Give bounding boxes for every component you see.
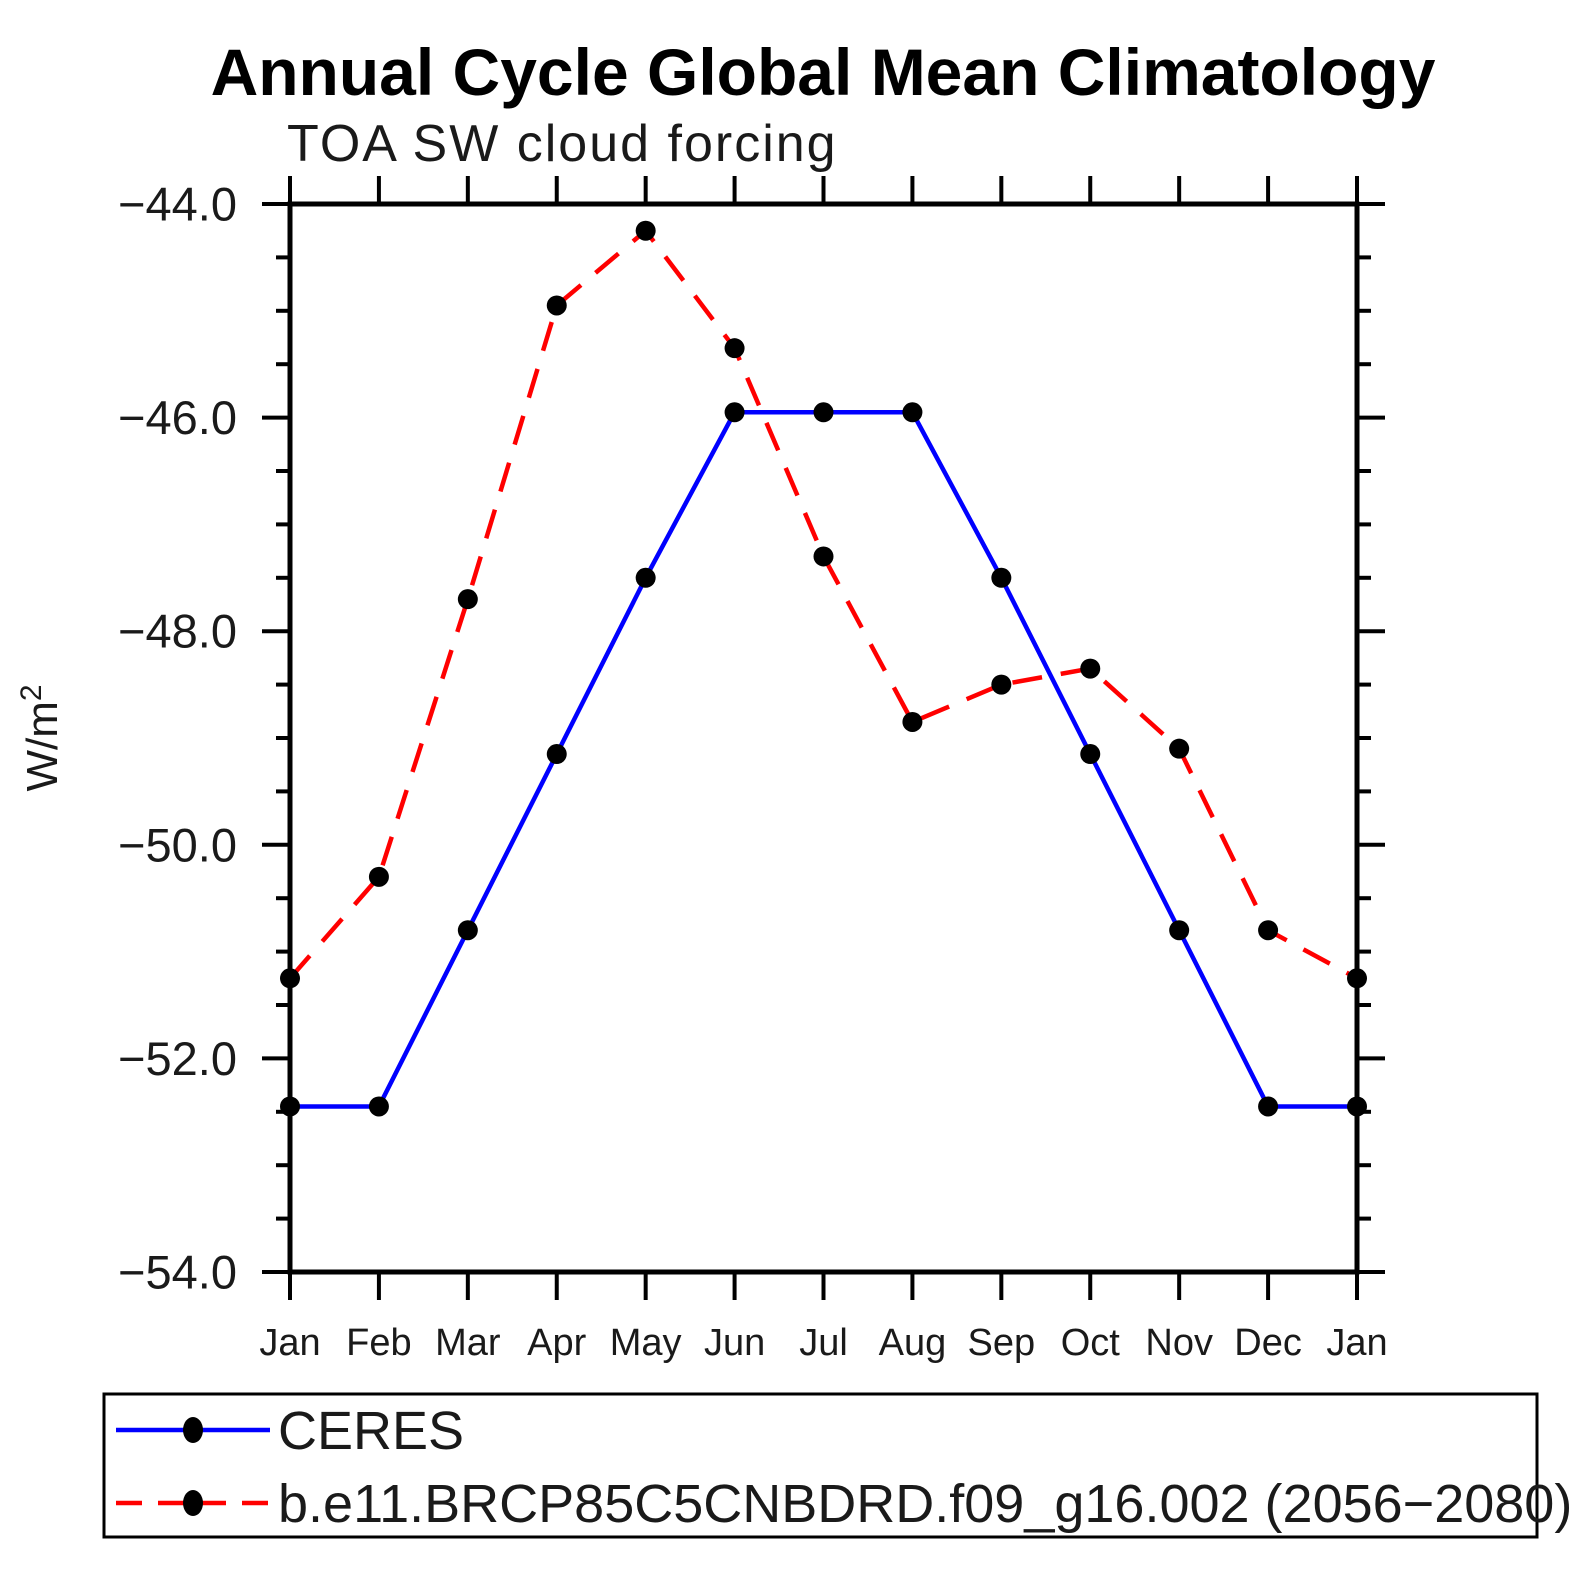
- legend-label-ceres: CERES: [278, 1401, 464, 1461]
- plot-frame: [287, 201, 1360, 1275]
- ceres-line: [290, 410, 1357, 1109]
- y-axis-title-superscript: 2: [15, 684, 48, 701]
- x-axis-month-label: Sep: [968, 1322, 1036, 1364]
- model-line: [288, 227, 1359, 981]
- y-axis-tick-label: −54.0: [118, 1245, 237, 1298]
- model-marker-jun-5: [724, 338, 745, 359]
- x-axis-month-label: Jul: [799, 1322, 848, 1364]
- x-axis-month-label: Jan: [259, 1322, 320, 1364]
- ceres-marker-mar-2: [457, 920, 478, 941]
- y-axis-title-base: W/m: [18, 701, 67, 791]
- model-marker-aug-7: [902, 711, 923, 732]
- model-marker-nov-10: [1169, 738, 1190, 759]
- y-axis-title: W/m2: [15, 684, 67, 791]
- ceres-marker-nov-10: [1169, 920, 1190, 941]
- y-axis-tick-label: −48.0: [118, 605, 237, 658]
- model-marker-feb-1: [368, 866, 389, 887]
- legend-label-model: b.e11.BRCP85C5CNBDRD.f09_g16.002 (2056−2…: [278, 1474, 1572, 1534]
- ceres-marker-jun-5: [724, 402, 745, 423]
- model-marker-jan-0: [280, 968, 300, 989]
- x-axis-month-label: Apr: [527, 1322, 586, 1364]
- y-axis-tick-label: −44.0: [118, 177, 237, 230]
- x-axis-month-label: Jan: [1326, 1322, 1387, 1364]
- model-marker-mar-2: [457, 589, 478, 610]
- ceres-marker-sep-8: [991, 567, 1012, 588]
- ceres-marker-aug-7: [902, 402, 923, 423]
- model-marker-dec-11: [1258, 920, 1279, 941]
- x-axis-month-label: Jun: [704, 1322, 765, 1364]
- ceres-marker-feb-1: [368, 1096, 389, 1117]
- plot-area: −44.0 −46.0 −48.0 −50.0 −52.0 −54.0 Jan Feb Mar A…: [118, 176, 1388, 1364]
- x-axis-month-label: Dec: [1234, 1322, 1302, 1364]
- legend-marker-ceres: [183, 1417, 203, 1443]
- ceres-marker-apr-3: [546, 744, 567, 765]
- x-axis-month-label: Nov: [1145, 1322, 1213, 1364]
- model-marker-jan-12: [1347, 968, 1367, 989]
- model-marker-oct-9: [1080, 658, 1101, 679]
- model-marker-sep-8: [991, 674, 1012, 695]
- ceres-marker-oct-9: [1080, 744, 1101, 765]
- x-axis-month-label: Feb: [346, 1322, 411, 1364]
- y-axis-tick-label: −50.0: [118, 818, 237, 871]
- x-axis-month-label: Oct: [1061, 1322, 1121, 1364]
- x-axis-month-label: Mar: [435, 1322, 501, 1364]
- legend: CERES b.e11.BRCP85C5CNBDRD.f09_g16.002 (2…: [102, 1392, 1572, 1539]
- model-marker-may-4: [635, 220, 656, 241]
- ceres-marker-jan-12: [1347, 1096, 1367, 1117]
- chart-title: Annual Cycle Global Mean Climatology: [211, 35, 1436, 109]
- model-marker-jul-6: [813, 546, 834, 567]
- model-marker-apr-3: [546, 295, 567, 316]
- legend-marker-model: [183, 1490, 203, 1516]
- legend-box: [102, 1392, 1539, 1539]
- y-axis-tick-label: −46.0: [118, 391, 237, 444]
- x-axis-month-label: May: [610, 1322, 682, 1364]
- ceres-marker-may-4: [635, 567, 656, 588]
- y-axis-tick-label: −52.0: [118, 1032, 237, 1085]
- ceres-marker-dec-11: [1258, 1096, 1279, 1117]
- ceres-marker-jan-0: [280, 1096, 300, 1117]
- ceres-marker-jul-6: [813, 402, 834, 423]
- x-axis-month-label: Aug: [879, 1322, 947, 1364]
- chart-subtitle: TOA SW cloud forcing: [287, 115, 838, 173]
